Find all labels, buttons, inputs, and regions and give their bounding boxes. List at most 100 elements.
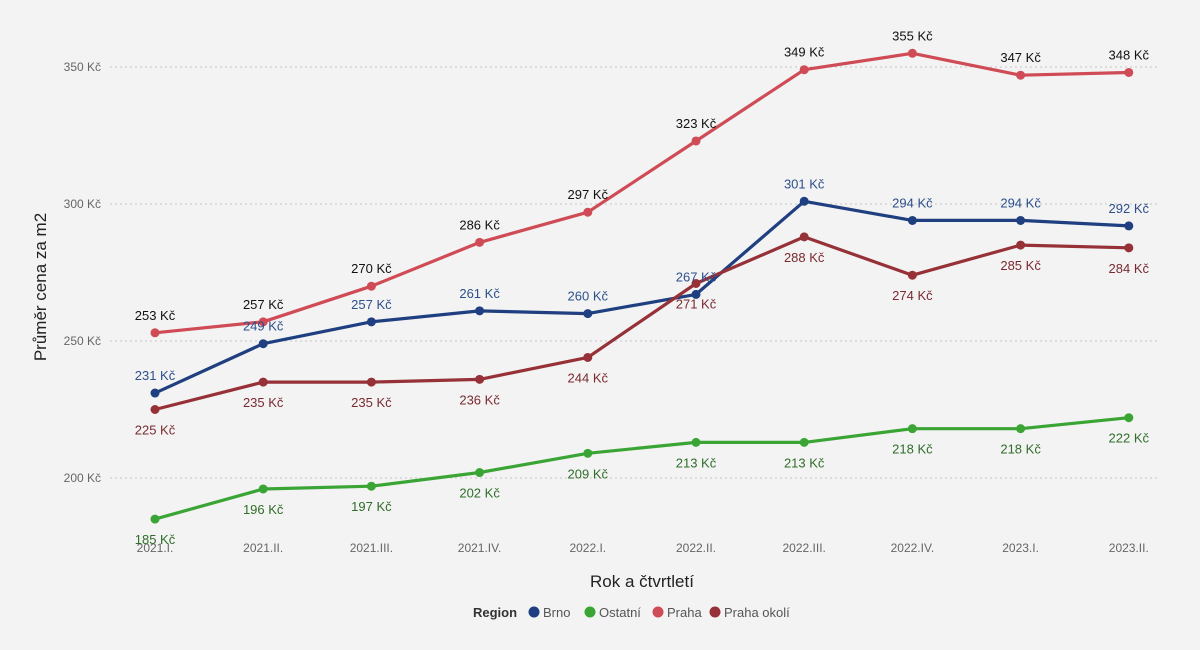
data-point: [150, 405, 160, 414]
data-point: [799, 196, 809, 206]
data-point: [258, 484, 268, 494]
data-point: [258, 339, 268, 349]
data-label: 236 Kč: [459, 392, 500, 407]
data-label: 244 Kč: [568, 370, 609, 385]
legend: Region Brno Ostatní Praha Praha okolí: [473, 605, 790, 620]
data-point: [907, 424, 917, 434]
legend-marker: [584, 606, 596, 618]
data-label: 348 Kč: [1109, 47, 1150, 62]
series-lines: [153, 51, 1131, 521]
data-point: [150, 388, 160, 398]
data-point: [475, 237, 485, 247]
data-point: [583, 352, 593, 362]
data-points: [150, 48, 1134, 524]
data-label: 257 Kč: [351, 297, 392, 312]
y-tick-label: 250 Kč: [64, 334, 101, 348]
data-point: [691, 278, 701, 288]
data-point: [258, 317, 268, 327]
data-label: 284 Kč: [1109, 261, 1150, 276]
data-label: 270 Kč: [351, 261, 392, 276]
x-tick-label: 2021.II.: [243, 541, 283, 555]
data-label: 196 Kč: [243, 502, 284, 517]
series-line-ostatní: [153, 416, 1131, 521]
data-point: [150, 514, 160, 524]
data-label: 274 Kč: [892, 288, 933, 303]
series-line-praha-okolí: [153, 235, 1131, 412]
data-point: [583, 309, 593, 319]
x-tick-label: 2021.III.: [350, 541, 393, 555]
data-label: 271 Kč: [676, 296, 717, 311]
legend-item-label: Brno: [543, 605, 570, 620]
x-axis-title: Rok a čtvrtletí: [590, 572, 694, 591]
data-label: 323 Kč: [676, 116, 717, 131]
data-label: 213 Kč: [784, 455, 825, 470]
legend-items: Brno Ostatní Praha Praha okolí: [528, 605, 790, 620]
data-label: 218 Kč: [892, 442, 933, 457]
data-point: [799, 232, 809, 242]
data-point: [1124, 67, 1134, 77]
data-label: 288 Kč: [784, 250, 825, 265]
x-tick-label: 2023.I.: [1002, 541, 1039, 555]
y-axis-title: Průměr cena za m2: [31, 213, 50, 361]
data-point: [907, 48, 917, 58]
x-tick-label: 2022.IV.: [891, 541, 935, 555]
data-point: [366, 481, 376, 491]
data-point: [475, 468, 485, 478]
data-label: 213 Kč: [676, 455, 717, 470]
data-label: 249 Kč: [243, 319, 284, 334]
data-point: [366, 317, 376, 327]
data-label: 285 Kč: [1000, 258, 1041, 273]
x-tick-label: 2022.I.: [569, 541, 606, 555]
data-label: 267 Kč: [676, 269, 717, 284]
series-line-brno: [153, 199, 1131, 395]
data-label: 294 Kč: [1000, 195, 1041, 210]
data-point: [475, 374, 485, 384]
data-label: 253 Kč: [135, 308, 176, 323]
data-label: 202 Kč: [459, 486, 500, 501]
data-point: [1124, 413, 1134, 423]
data-point: [799, 437, 809, 447]
data-label: 349 Kč: [784, 45, 825, 60]
legend-marker: [652, 606, 664, 618]
data-label: 225 Kč: [135, 423, 176, 438]
data-point: [691, 136, 701, 146]
y-tick-label: 350 Kč: [64, 60, 101, 74]
x-tick-label: 2021.I.: [137, 541, 174, 555]
data-point: [691, 289, 701, 299]
data-point: [1124, 243, 1134, 253]
data-label: 261 Kč: [459, 286, 500, 301]
legend-item-label: Praha okolí: [724, 605, 790, 620]
data-point: [1016, 424, 1026, 434]
data-label: 260 Kč: [568, 289, 609, 304]
data-point: [475, 306, 485, 316]
data-label: 257 Kč: [243, 297, 284, 312]
data-label: 235 Kč: [351, 395, 392, 410]
data-point: [907, 270, 917, 280]
data-point: [907, 215, 917, 225]
y-tick-label: 300 Kč: [64, 197, 101, 211]
data-point: [150, 328, 160, 338]
data-point: [258, 377, 268, 387]
data-label: 292 Kč: [1109, 201, 1150, 216]
legend-title: Region: [473, 605, 517, 620]
legend-marker: [528, 606, 540, 618]
data-point: [1016, 215, 1026, 225]
data-point: [1016, 240, 1026, 250]
data-point: [691, 437, 701, 447]
data-point: [583, 448, 593, 458]
y-tick-label: 200 Kč: [64, 471, 101, 485]
x-tick-label: 2022.II.: [676, 541, 716, 555]
data-labels: 231 Kč 249 Kč 257 Kč 261 Kč 260 Kč 267 Kč 301 …: [135, 28, 1150, 547]
data-label: 297 Kč: [568, 187, 609, 202]
data-label: 231 Kč: [135, 368, 176, 383]
legend-item-label: Praha: [667, 605, 702, 620]
data-point: [366, 281, 376, 291]
axes: 200 Kč 250 Kč 300 Kč 350 Kč 2021.I. 2021.II. 2…: [64, 60, 1149, 555]
data-label: 218 Kč: [1000, 442, 1041, 457]
series-line-praha: [153, 51, 1131, 335]
x-tick-label: 2023.II.: [1109, 541, 1149, 555]
data-label: 185 Kč: [135, 532, 176, 547]
data-label: 355 Kč: [892, 28, 933, 43]
data-label: 235 Kč: [243, 395, 284, 410]
